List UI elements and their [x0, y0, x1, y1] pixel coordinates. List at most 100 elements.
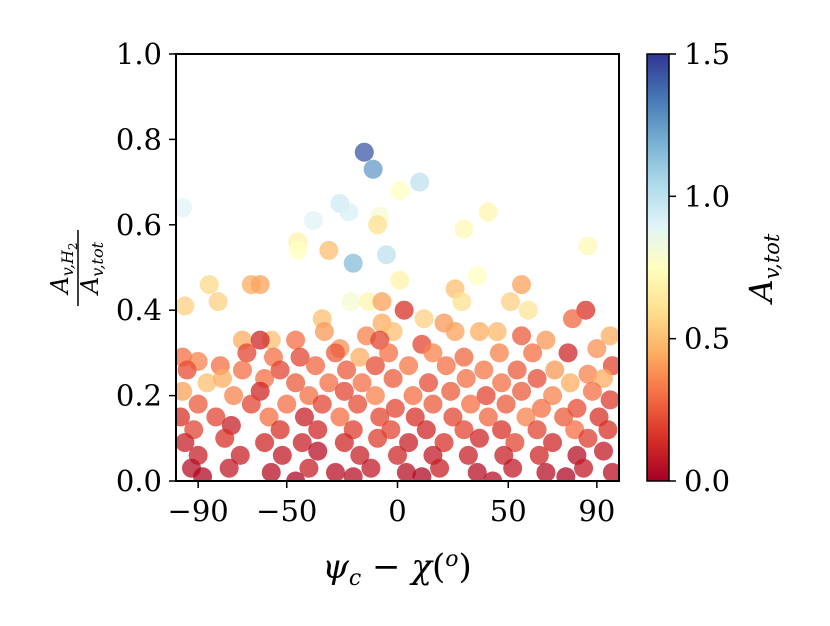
data-point: [487, 322, 507, 342]
data-point: [423, 394, 443, 414]
data-point: [434, 433, 454, 453]
colorbar-ticks: 0.0 0.5 1.0 1.5: [669, 37, 730, 498]
data-point: [412, 467, 432, 481]
data-point: [286, 330, 306, 350]
data-point: [523, 343, 543, 363]
data-point: [536, 462, 556, 481]
data-point: [314, 322, 334, 342]
data-point: [512, 275, 532, 295]
data-point: [308, 441, 328, 461]
data-point: [294, 407, 314, 427]
x-tick-label: −50: [256, 494, 317, 528]
data-point: [341, 292, 361, 312]
data-point: [419, 373, 439, 393]
data-point: [206, 407, 226, 427]
data-point: [176, 407, 190, 427]
colorbar: [646, 53, 670, 482]
data-point: [399, 356, 419, 376]
data-point: [600, 326, 619, 346]
data-point: [454, 219, 474, 239]
data-point: [359, 292, 379, 312]
data-point: [578, 428, 598, 448]
colorbar-tick-label: 0.5: [684, 322, 730, 356]
data-point: [208, 292, 228, 312]
data-point: [325, 462, 345, 481]
data-point: [303, 211, 323, 231]
colorbar-tick-label: 1.0: [684, 179, 730, 213]
data-point: [176, 433, 195, 453]
data-point: [531, 398, 551, 418]
data-point: [319, 373, 339, 393]
data-point: [299, 458, 319, 478]
colorbar-label-main: A: [742, 279, 780, 305]
data-point: [527, 369, 547, 389]
data-point: [177, 360, 197, 380]
data-point: [388, 445, 407, 465]
data-point: [602, 462, 619, 481]
data-point: [339, 202, 359, 222]
data-point: [363, 159, 383, 179]
data-point: [261, 462, 281, 481]
colorbar-tick-label: 1.5: [684, 37, 730, 71]
y-axis-ticks: 0.0 0.2 0.4 0.6 0.8 1.0: [116, 37, 176, 498]
data-point: [516, 407, 536, 427]
data-point: [176, 381, 193, 401]
data-point: [574, 458, 594, 478]
data-point: [193, 467, 213, 481]
data-point: [350, 347, 370, 367]
x-label-sup: o: [445, 547, 458, 572]
data-point: [325, 343, 345, 363]
data-point: [354, 142, 374, 162]
x-tick-label: 0: [388, 494, 406, 528]
data-point: [403, 386, 423, 406]
data-point: [562, 309, 582, 329]
data-point: [507, 360, 527, 380]
y-tick-label: 0.6: [116, 208, 162, 242]
data-point: [343, 467, 363, 481]
data-point: [215, 428, 235, 448]
data-point: [250, 275, 270, 295]
data-point: [430, 458, 450, 478]
data-point: [489, 343, 509, 363]
data-point: [337, 360, 357, 380]
data-point: [593, 369, 613, 389]
data-point: [518, 300, 538, 320]
data-point: [199, 275, 219, 295]
data-point: [578, 236, 598, 256]
y-tick-label: 0.0: [116, 464, 162, 498]
data-point: [292, 433, 312, 453]
x-tick-label: −90: [168, 494, 229, 528]
y-tick-label: 0.2: [116, 379, 162, 413]
data-point: [543, 433, 563, 453]
data-point: [496, 394, 516, 414]
data-point: [598, 420, 618, 440]
y-tick-label: 1.0: [116, 37, 162, 71]
data-point: [558, 343, 578, 363]
data-point: [456, 369, 476, 389]
data-point: [436, 356, 456, 376]
data-point: [543, 386, 563, 406]
data-point: [176, 198, 193, 218]
data-point: [461, 394, 481, 414]
data-point: [582, 381, 602, 401]
data-point: [219, 458, 239, 478]
data-point: [452, 292, 472, 312]
data-point: [368, 428, 388, 448]
data-point: [469, 428, 489, 448]
data-point: [458, 445, 478, 465]
data-point: [454, 347, 474, 367]
data-point: [232, 360, 252, 380]
data-point: [385, 398, 405, 418]
data-point: [492, 373, 512, 393]
x-label-psi: ψ: [322, 547, 349, 587]
y-label-numerator: Av,H2: [46, 242, 80, 295]
data-point: [394, 300, 414, 320]
data-point: [527, 420, 547, 440]
data-point: [379, 343, 399, 363]
data-point: [230, 445, 250, 465]
data-points: [176, 142, 619, 481]
data-point: [270, 420, 290, 440]
data-point: [277, 394, 297, 414]
data-point: [352, 373, 372, 393]
data-point: [443, 407, 463, 427]
